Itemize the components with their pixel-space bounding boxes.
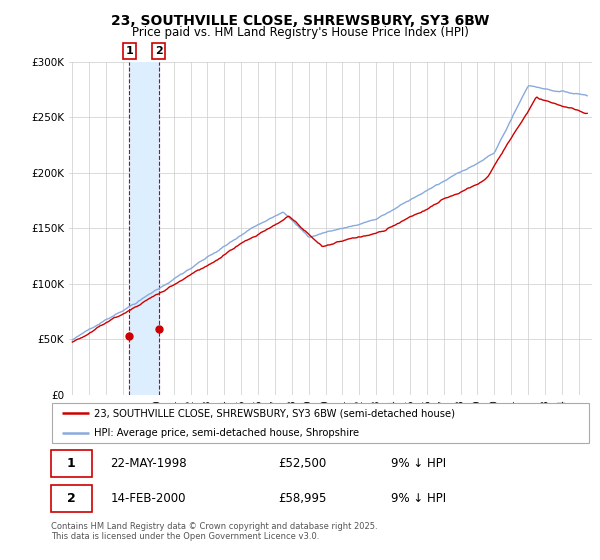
- Text: Price paid vs. HM Land Registry's House Price Index (HPI): Price paid vs. HM Land Registry's House …: [131, 26, 469, 39]
- Text: 9% ↓ HPI: 9% ↓ HPI: [391, 457, 446, 470]
- Text: 1: 1: [125, 46, 133, 56]
- Text: 2: 2: [155, 46, 163, 56]
- Text: 1: 1: [67, 457, 76, 470]
- Text: Contains HM Land Registry data © Crown copyright and database right 2025.
This d: Contains HM Land Registry data © Crown c…: [51, 522, 377, 542]
- FancyBboxPatch shape: [52, 403, 589, 444]
- FancyBboxPatch shape: [51, 485, 91, 512]
- FancyBboxPatch shape: [51, 450, 91, 477]
- Text: £58,995: £58,995: [278, 492, 326, 505]
- Text: HPI: Average price, semi-detached house, Shropshire: HPI: Average price, semi-detached house,…: [94, 428, 359, 438]
- Text: £52,500: £52,500: [278, 457, 326, 470]
- Text: 2: 2: [67, 492, 76, 505]
- Text: 23, SOUTHVILLE CLOSE, SHREWSBURY, SY3 6BW (semi-detached house): 23, SOUTHVILLE CLOSE, SHREWSBURY, SY3 6B…: [94, 408, 455, 418]
- Text: 9% ↓ HPI: 9% ↓ HPI: [391, 492, 446, 505]
- Text: 22-MAY-1998: 22-MAY-1998: [110, 457, 187, 470]
- Bar: [130, 62, 159, 395]
- Text: 14-FEB-2000: 14-FEB-2000: [110, 492, 186, 505]
- Text: 23, SOUTHVILLE CLOSE, SHREWSBURY, SY3 6BW: 23, SOUTHVILLE CLOSE, SHREWSBURY, SY3 6B…: [111, 14, 489, 28]
